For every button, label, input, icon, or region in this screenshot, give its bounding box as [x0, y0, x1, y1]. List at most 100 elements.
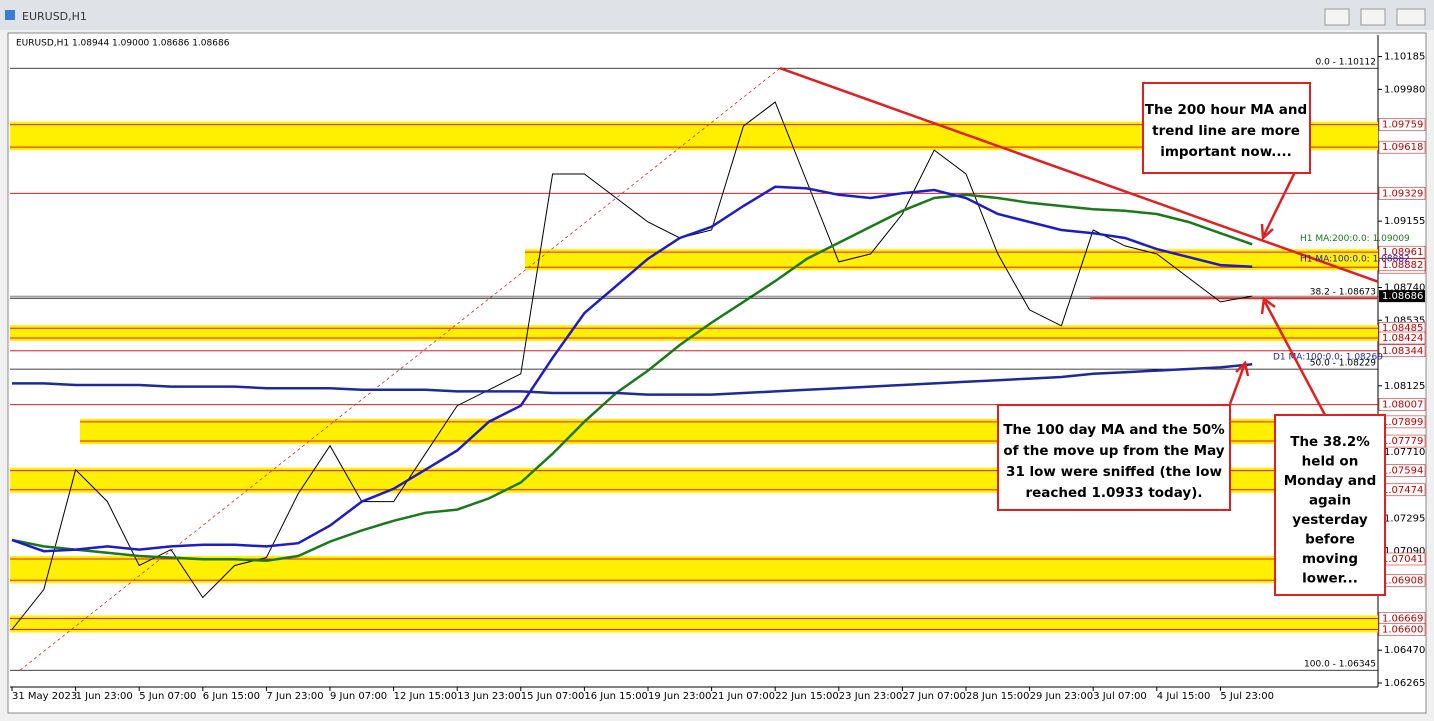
annotation-text: yesterday	[1292, 512, 1368, 528]
window-icon	[5, 10, 15, 20]
price-label: 1.08344	[1382, 346, 1423, 357]
annotation-text: 31 low were sniffed (the low	[1006, 464, 1222, 480]
annotation-text: Monday and	[1284, 473, 1377, 489]
y-tick-label: 1.08535	[1384, 315, 1425, 326]
x-tick-label: 16 Jun 15:00	[584, 691, 648, 702]
support-zone	[10, 615, 1378, 633]
annotation-text: moving	[1302, 551, 1358, 567]
maximize-button[interactable]	[1360, 8, 1386, 26]
support-zone	[525, 249, 1378, 271]
close-button[interactable]	[1396, 8, 1426, 26]
x-tick-label: 1 Jun 23:00	[76, 691, 133, 702]
x-tick-label: 6 Jun 15:00	[203, 691, 260, 702]
window-title: EURUSD,H1	[22, 10, 87, 23]
annotation-text: before	[1305, 532, 1355, 548]
current-price-label: 1.08686	[1382, 291, 1423, 302]
x-tick-label: 5 Jun 07:00	[139, 691, 196, 702]
price-label: 1.09759	[1382, 120, 1423, 131]
y-tick-label: 1.07090	[1384, 546, 1425, 557]
x-tick-label: 29 Jun 23:00	[1030, 691, 1094, 702]
x-tick-label: 13 Jun 23:00	[457, 691, 521, 702]
price-label: 1.07779	[1382, 436, 1423, 447]
x-tick-label: 31 May 2023	[12, 691, 77, 702]
price-label: 1.09618	[1382, 142, 1423, 153]
price-label-box	[1378, 118, 1426, 131]
fib-label: 0.0 - 1.10112	[1316, 58, 1377, 68]
ma-label: D1 MA:100:0.0: 1.08269	[1273, 352, 1383, 362]
price-label: 1.08961	[1382, 247, 1423, 258]
x-tick-label: 27 Jun 07:00	[902, 691, 966, 702]
x-tick-label: 9 Jun 07:00	[330, 691, 387, 702]
trend-line	[779, 67, 1379, 283]
annotation-text: The 100 day MA and the 50%	[1003, 422, 1225, 438]
price-label-box	[1378, 245, 1426, 259]
price-label-box	[1378, 398, 1426, 411]
price-line	[11, 101, 1253, 630]
x-tick-label: 22 Jun 15:00	[775, 691, 839, 702]
price-label-box	[1378, 623, 1426, 636]
y-tick-label: 1.08740	[1384, 282, 1425, 293]
y-tick-label: 1.06265	[1384, 678, 1425, 689]
annotation-text: The 200 hour MA and	[1145, 102, 1307, 118]
annotation-text: held on	[1302, 454, 1359, 470]
price-label: 1.08424	[1382, 333, 1423, 344]
x-tick-label: 15 Jun 07:00	[521, 691, 585, 702]
support-zone	[10, 325, 1378, 341]
title-bar	[0, 0, 1434, 30]
annotation-text: The 38.2%	[1290, 434, 1370, 450]
price-label-box	[1378, 140, 1426, 154]
x-tick-label: 28 Jun 15:00	[966, 691, 1030, 702]
annotation-text: important now....	[1160, 144, 1292, 160]
y-tick-label: 1.09980	[1384, 84, 1425, 95]
annotation-text: lower...	[1302, 571, 1358, 587]
y-tick-label: 1.08125	[1384, 381, 1425, 392]
x-tick-label: 23 Jun 23:00	[839, 691, 903, 702]
annotation-text: again	[1309, 493, 1351, 509]
price-label: 1.08007	[1382, 400, 1423, 411]
current-price-box	[1379, 290, 1425, 303]
price-label-box	[1378, 258, 1426, 272]
price-label: 1.09329	[1382, 188, 1423, 199]
price-label: 1.07594	[1382, 466, 1423, 477]
symbol-info: EURUSD,H1 1.08944 1.09000 1.08686 1.0868…	[16, 39, 230, 49]
y-tick-label: 1.06470	[1384, 645, 1425, 656]
ma-label: H1 MA:100:0.0: 1.08882	[1300, 254, 1410, 264]
fib-label: 38.2 - 1.08673	[1310, 288, 1376, 298]
annotation-box	[1142, 82, 1311, 174]
x-tick-label: 7 Jun 23:00	[266, 691, 323, 702]
x-tick-label: 3 Jul 07:00	[1093, 691, 1147, 702]
price-label: 1.08882	[1382, 260, 1423, 271]
x-tick-label: 19 Jun 23:00	[648, 691, 712, 702]
y-tick-label: 1.07295	[1384, 513, 1425, 524]
annotation-box	[997, 404, 1231, 511]
price-label-box	[1378, 331, 1426, 345]
moving-average	[11, 193, 1253, 563]
price-label: 1.06908	[1382, 575, 1423, 586]
price-label-box	[1378, 187, 1426, 200]
price-label-box	[1378, 344, 1426, 358]
price-label: 1.07474	[1382, 485, 1423, 496]
y-tick-label: 1.09155	[1384, 216, 1425, 227]
x-tick-label: 21 Jun 07:00	[712, 691, 776, 702]
x-tick-label: 4 Jul 15:00	[1157, 691, 1211, 702]
y-tick-label: 1.07710	[1384, 447, 1425, 458]
moving-average	[11, 185, 1253, 553]
arrows	[1228, 171, 1327, 416]
price-label: 1.07899	[1382, 417, 1423, 428]
fib-label: 50.0 - 1.08229	[1310, 359, 1376, 369]
ma-label: H1 MA:200:0.0: 1.09009	[1300, 234, 1410, 244]
price-label: 1.06669	[1382, 613, 1423, 624]
annotation-box	[1274, 414, 1386, 596]
price-label: 1.07041	[1382, 554, 1423, 565]
annotation-text: of the move up from the May	[1003, 443, 1224, 459]
x-tick-label: 5 Jul 23:00	[1220, 691, 1274, 702]
annotation-text: reached 1.0933 today).	[1025, 485, 1202, 501]
minimize-button[interactable]	[1324, 8, 1350, 26]
moving-average	[12, 362, 1253, 396]
x-tick-label: 12 Jun 15:00	[394, 691, 458, 702]
price-label: 1.06600	[1382, 624, 1423, 635]
annotation-text: trend line are more	[1152, 123, 1300, 139]
y-tick-label: 1.10185	[1384, 52, 1425, 63]
